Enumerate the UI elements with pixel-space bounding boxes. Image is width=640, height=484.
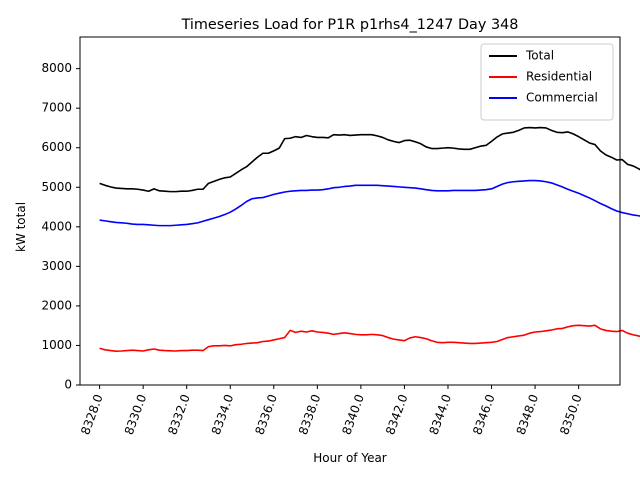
plot-area-frame [79, 36, 621, 386]
y-tick-label: 3000 [41, 259, 72, 273]
legend-label-total: Total [525, 49, 554, 63]
legend-label-residential: Residential [526, 70, 592, 84]
series-line-total [99, 126, 640, 193]
legend-box [480, 43, 614, 121]
legend-label-commercial: Commercial [526, 91, 598, 105]
y-tick-label: 1000 [41, 338, 72, 352]
y-axis-ticks: 0 1000 2000 3000 4000 5000 6000 7000 8000 [41, 61, 80, 392]
y-tick-label: 5000 [41, 180, 72, 194]
y-tick-label: 7000 [41, 101, 72, 115]
y-axis-label: kW total [14, 202, 28, 252]
legend: Total Residential Commercial [480, 43, 614, 121]
x-axis-label: Hour of Year [313, 451, 387, 465]
y-tick-label: 6000 [41, 140, 72, 154]
y-tick-label: 0 [64, 378, 72, 392]
chart-title: Timeseries Load for P1R p1rhs4_1247 Day … [181, 17, 519, 33]
y-tick-label: 4000 [41, 219, 72, 233]
y-tick-label: 8000 [41, 61, 72, 75]
series-line-commercial [99, 179, 640, 227]
y-tick-label: 2000 [41, 298, 72, 312]
series-layer [99, 126, 640, 352]
series-line-residential [99, 324, 640, 352]
